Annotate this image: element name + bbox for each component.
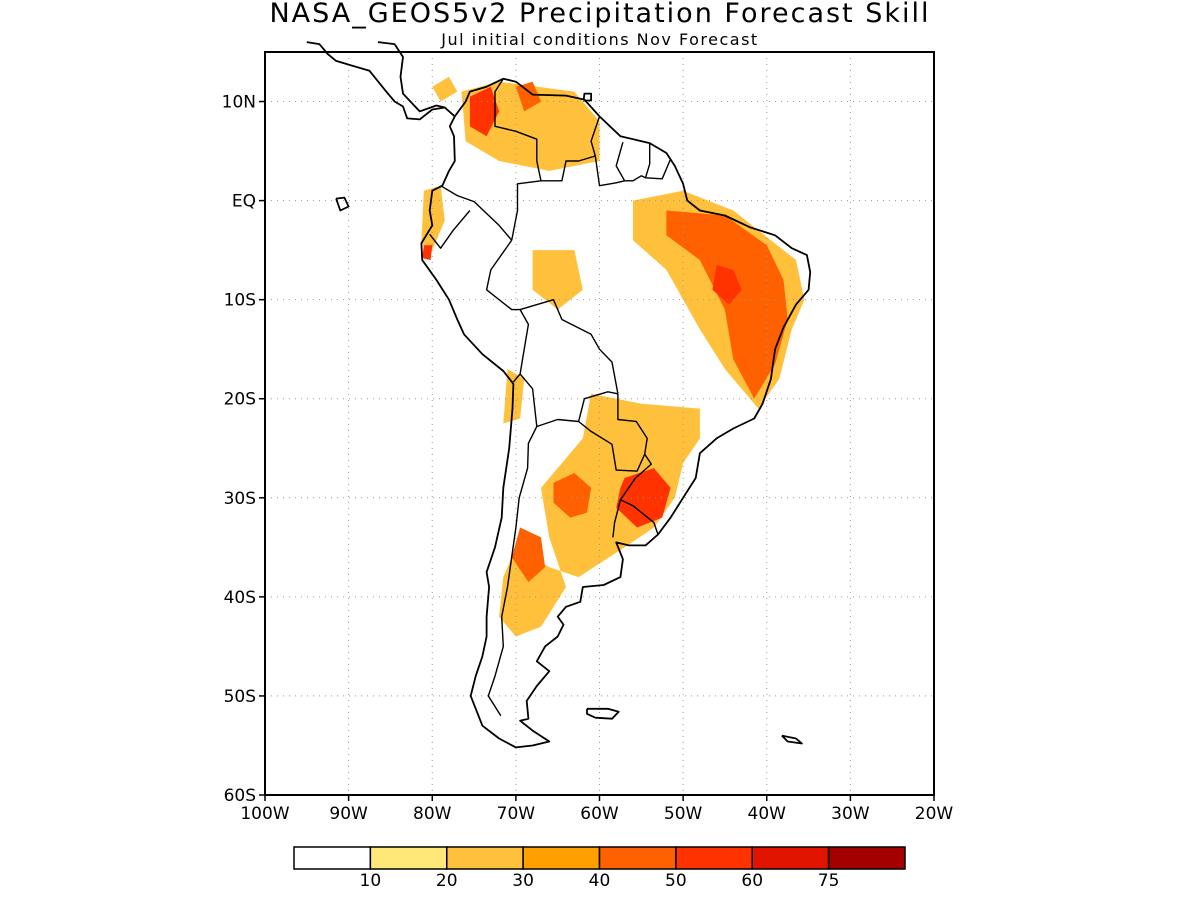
colorbar-label: 60 (741, 871, 763, 891)
country-border-layer (429, 78, 672, 717)
skill-region-6 (666, 210, 788, 399)
lat-tick-label: 60S (224, 786, 256, 806)
lon-tick-label: 100W (240, 804, 289, 824)
border-bolivia-brazil (519, 299, 619, 394)
skill-region-12 (532, 250, 583, 310)
lon-tick-label: 20W (915, 804, 954, 824)
skill-region-1 (469, 86, 500, 137)
border-brazil-north (594, 155, 625, 187)
border-ecuador-peru (429, 210, 471, 249)
skill-region-11 (511, 527, 546, 582)
colorbar-swatch (675, 846, 753, 870)
colorbar-swatch (369, 846, 448, 870)
border-guiana-brazil (645, 158, 672, 180)
colorbar-swatch (446, 846, 524, 870)
coastline-galapagos (335, 196, 350, 212)
map-title: NASA_GEOS5v2 Precipitation Forecast Skil… (269, 0, 931, 29)
border-paraguay (578, 393, 648, 472)
colorbar-swatch (293, 846, 372, 870)
border-uruguay-river (612, 499, 622, 538)
lon-tick-label: 60W (580, 804, 619, 824)
border-venezuela-guyana (541, 116, 601, 182)
lat-tick-label: 10S (224, 291, 256, 311)
skill-region-8 (499, 393, 700, 637)
colorbar-label: 10 (360, 871, 382, 891)
lat-tick-label: 10N (222, 93, 256, 113)
lat-tick-label: 20S (224, 390, 256, 410)
skill-region-7 (712, 265, 742, 305)
skill-region-4 (422, 245, 433, 260)
border-chile-argentina (487, 426, 538, 717)
colorbar-label: 50 (665, 871, 687, 891)
colorbar-swatch (751, 846, 830, 870)
coastline-central-america (306, 41, 456, 121)
lon-tick-label: 50W (664, 804, 703, 824)
colorbar-swatch (827, 846, 906, 870)
border-uruguay (620, 499, 659, 535)
coastline-trinidad (582, 92, 592, 102)
lat-tick-label: EQ (232, 192, 256, 212)
skill-region-3 (421, 185, 445, 260)
map-subtitle: Jul initial conditions Nov Forecast (441, 30, 759, 49)
coastline-south-georgia (781, 734, 803, 745)
colorbar-label: 75 (818, 871, 840, 891)
lon-tick-label: 80W (413, 804, 452, 824)
coastline-south-america (420, 77, 812, 749)
colorbar: 10 20 30 40 50 60 75 (293, 846, 906, 891)
border-guyana-suriname (615, 142, 651, 182)
lon-tick-label: 70W (497, 804, 536, 824)
colorbar-label: 20 (436, 871, 458, 891)
border-peru-brazil-bolivia (485, 239, 530, 375)
lon-tick-label: 30W (831, 804, 870, 824)
coastline-layer (306, 41, 812, 749)
lon-tick-label: 90W (329, 804, 368, 824)
lat-tick-label: 50S (224, 687, 256, 707)
coastline-central-america-east (377, 41, 446, 113)
colorbar-swatch (522, 846, 601, 870)
border-argentina-brazil (619, 453, 652, 501)
skill-shading-layer (421, 76, 805, 637)
skill-region-9 (553, 473, 592, 518)
border-bolivia-south (519, 373, 619, 428)
border-peru-chile (512, 373, 521, 383)
border-colombia-venezuela (494, 78, 542, 241)
colorbar-label: 40 (589, 871, 611, 891)
lon-tick-label: 40W (748, 804, 787, 824)
lat-tick-label: 30S (224, 489, 256, 509)
colorbar-swatch (598, 846, 677, 870)
border-colombia-south (440, 185, 513, 241)
coastline-falklands (586, 707, 620, 720)
skill-region-14 (432, 76, 458, 102)
colorbar-label: 30 (512, 871, 534, 891)
skill-region-2 (515, 81, 541, 112)
lat-tick-label: 40S (224, 588, 256, 608)
